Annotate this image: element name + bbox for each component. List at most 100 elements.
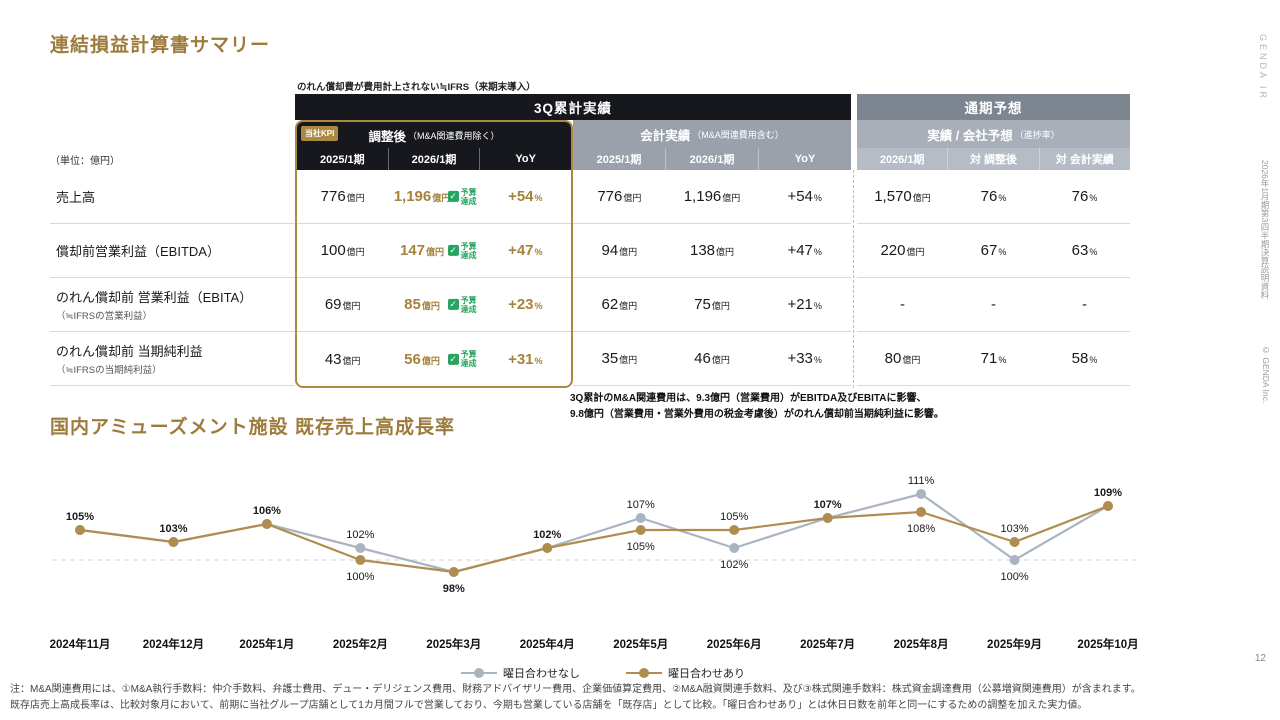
growth-chart: 105% 103% 106% 102% 100% 98% 102% 107% 105% 105% 1… bbox=[28, 446, 1178, 681]
forecast-subheader: 実績 / 会社予想 （進捗率） bbox=[857, 120, 1130, 148]
x-axis-label: 2025年5月 bbox=[613, 637, 668, 651]
point-label: 102% bbox=[346, 529, 374, 541]
table-row: 776 億円 1,196 億円 ✓ 予算達成 +54% bbox=[297, 170, 571, 224]
point-label: 103% bbox=[159, 523, 187, 535]
column-header: 対 会計実績 bbox=[1038, 148, 1130, 170]
value-cell: +21% bbox=[787, 296, 822, 313]
data-point bbox=[261, 519, 272, 529]
value-cell: 776 億円 bbox=[597, 188, 642, 205]
data-point bbox=[916, 489, 927, 499]
budget-achieved-label: 予算達成 bbox=[460, 349, 477, 368]
value-cell: 85 億円 ✓ 予算達成 bbox=[404, 295, 477, 314]
data-point bbox=[729, 543, 740, 553]
value-cell: 69 億円 bbox=[324, 296, 361, 313]
note-bottom-line2: 9.8億円（営業費用・営業外費用の税金考慮後）がのれん償却前当期純利益に影響。 bbox=[570, 408, 944, 420]
budget-achieved-badge: ✓ 予算達成 bbox=[447, 349, 478, 368]
data-point bbox=[542, 543, 553, 553]
x-axis-label: 2024年11月 bbox=[50, 637, 111, 651]
point-label: 100% bbox=[1000, 571, 1028, 583]
group-forecast: 通期予想 実績 / 会社予想 （進捗率） 2026/1期対 調整後対 会計実績 … bbox=[857, 94, 1130, 388]
point-label: 105% bbox=[66, 511, 94, 523]
value-cell: 776 億円 bbox=[320, 188, 365, 205]
x-axis-label: 2025年6月 bbox=[707, 637, 762, 651]
point-label: 100% bbox=[346, 571, 374, 583]
page-number: 12 bbox=[1254, 653, 1266, 664]
table-note-top: のれん償却費が費用計上されない≒IFRS（来期末導入） bbox=[297, 82, 536, 93]
accounting-title-suffix: （M&A関連費用含む） bbox=[692, 129, 784, 140]
copyright-vertical: © GENDA Inc. bbox=[1261, 345, 1271, 404]
adjusted-subheader: 当社KPI 調整後 （M&A関連費用除く） bbox=[297, 122, 571, 148]
x-axis-label: 2025年9月 bbox=[987, 637, 1042, 651]
column-header: 2026/1期 bbox=[879, 154, 925, 166]
value-cell: 62 億円 bbox=[601, 296, 638, 313]
brand-vertical: GENDA IR bbox=[1258, 34, 1268, 102]
point-label: 102% bbox=[533, 529, 561, 541]
value-cell: 56 億円 ✓ 予算達成 bbox=[404, 349, 478, 368]
data-point bbox=[635, 525, 646, 535]
section-3q: 3Q累計実績 当社KPI 調整後 （M&A関連費用除く） 2025/1期 2026… bbox=[295, 94, 851, 388]
point-label: 107% bbox=[814, 499, 842, 511]
forecast-title-suffix: （進捗率） bbox=[1014, 129, 1060, 140]
value-cell: 35 億円 bbox=[601, 350, 638, 367]
x-axis-label: 2025年3月 bbox=[426, 637, 481, 651]
legend-label: 曜日合わせあり bbox=[668, 668, 745, 680]
income-statement-table: （単位：億円） 売上高 償却前営業利益（EBITDA） のれん償却前 営業利益（EB… bbox=[50, 94, 1130, 388]
data-point bbox=[1009, 537, 1020, 547]
data-point bbox=[1009, 555, 1020, 565]
column-header: 2026/1期 bbox=[665, 148, 758, 170]
note-bottom-line1: 3Q累計のM&A関連費用は、9.3億円（営業費用）がEBITDA及びEBITAに… bbox=[570, 393, 927, 404]
row-labels: （単位：億円） 売上高 償却前営業利益（EBITDA） のれん償却前 営業利益（EB… bbox=[50, 94, 295, 388]
legend-swatch-icon bbox=[626, 668, 662, 678]
point-label: 111% bbox=[908, 475, 935, 487]
budget-achieved-label: 予算達成 bbox=[460, 241, 477, 260]
series-line bbox=[79, 504, 1109, 574]
table-row: 62 億円 75 億円 +21% bbox=[573, 278, 851, 332]
legend-item: 曜日合わせあり bbox=[626, 665, 745, 681]
value-cell: 76% bbox=[1071, 188, 1098, 205]
point-label: 105% bbox=[627, 541, 655, 553]
table-note-bottom: 3Q累計のM&A関連費用は、9.3億円（営業費用）がEBITDA及びEBITAに… bbox=[570, 391, 944, 422]
data-point bbox=[355, 543, 366, 553]
page-title: 連結損益計算書サマリー bbox=[50, 35, 271, 56]
value-cell: +31% bbox=[508, 350, 543, 368]
column-header: 2026/1期 bbox=[387, 148, 480, 170]
forecast-rows: 1,570 億円 76% 76% 220 億円 67% 63% - - - 80 億円 71% 58% bbox=[857, 170, 1130, 386]
value-cell: 75 億円 bbox=[694, 296, 730, 313]
accounting-rows: 776 億円 1,196 億円 +54% 94 億円 138 億円 +47% 62 億円 75 億円 +21… bbox=[573, 170, 851, 386]
data-point bbox=[822, 513, 833, 523]
point-label: 106% bbox=[253, 505, 281, 517]
value-cell: 67% bbox=[980, 242, 1007, 259]
value-cell: - bbox=[1082, 296, 1087, 313]
check-icon: ✓ bbox=[447, 245, 459, 256]
footnotes: 注：M&A関連費用には、①M&A執行手数料：仲介手数料、弁護士費用、デュー・デリ… bbox=[10, 682, 1210, 714]
check-icon: ✓ bbox=[447, 353, 459, 365]
point-label: 107% bbox=[627, 499, 655, 511]
value-cell: +47% bbox=[787, 242, 822, 259]
point-label: 105% bbox=[720, 511, 748, 523]
value-cell: - bbox=[991, 296, 996, 313]
section-divider bbox=[851, 94, 857, 388]
value-cell: +54% bbox=[787, 188, 822, 205]
value-cell: 220 億円 bbox=[880, 242, 925, 259]
header-forecast: 通期予想 bbox=[857, 94, 1130, 120]
check-icon: ✓ bbox=[447, 299, 459, 310]
forecast-cols: 2026/1期 対 調整後対 会計実績 bbox=[857, 148, 1130, 170]
point-label: 108% bbox=[907, 523, 935, 535]
legend-label: 曜日合わせなし bbox=[503, 668, 580, 680]
table-row: 43 億円 56 億円 ✓ 予算達成 +31% bbox=[297, 332, 571, 386]
value-cell: 147 億円 ✓ 予算達成 bbox=[399, 241, 477, 260]
accounting-subheader: 会計実績 （M&A関連費用含む） bbox=[573, 120, 851, 148]
value-cell: 94 億円 bbox=[601, 242, 638, 259]
value-cell: 1,196 億円 bbox=[683, 188, 741, 205]
doc-title-vertical: 2026年1月期第3四半期決算説明資料 bbox=[1260, 160, 1270, 299]
budget-achieved-badge: ✓ 予算達成 bbox=[447, 187, 478, 206]
value-cell: +33% bbox=[787, 350, 822, 367]
budget-achieved-label: 予算達成 bbox=[460, 187, 477, 206]
data-point bbox=[635, 513, 646, 523]
labels-spacer bbox=[50, 94, 295, 148]
header-3q-actuals: 3Q累計実績 bbox=[295, 94, 851, 120]
footnote-line2: 既存店売上高成長率は、比較対象月において、前期に当社グループ店舗として1カ月間フ… bbox=[10, 700, 1088, 711]
data-point bbox=[355, 555, 366, 565]
data-point bbox=[916, 507, 927, 517]
table-row: --- bbox=[857, 278, 1130, 332]
